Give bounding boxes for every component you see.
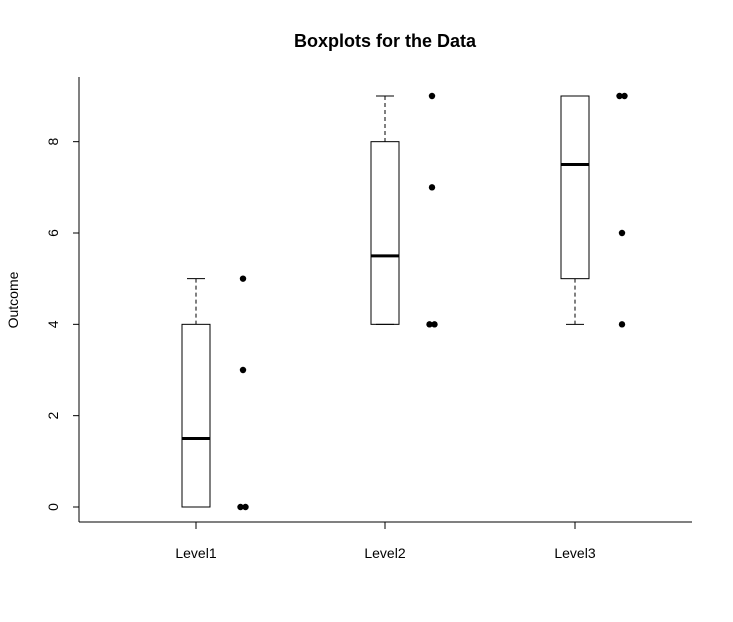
box-level1	[181, 278, 211, 508]
data-point	[428, 92, 436, 100]
data-point	[426, 321, 433, 328]
y-tick-label: 6	[45, 229, 61, 237]
y-axis: 0 2 4 6 8	[45, 77, 80, 522]
box-rect	[370, 141, 400, 325]
data-point	[428, 184, 436, 191]
box-level3	[560, 95, 590, 325]
data-point	[621, 92, 628, 100]
data-point	[237, 503, 244, 511]
x-tick-label: Level3	[554, 545, 595, 561]
box-rect	[181, 323, 211, 508]
x-axis: Level1 Level2 Level3	[79, 521, 692, 561]
x-tick-label: Level2	[364, 545, 405, 561]
x-tick-label: Level1	[175, 545, 216, 561]
y-tick-label: 2	[45, 412, 61, 420]
chart-title: Boxplots for the Data	[294, 31, 477, 51]
data-point	[239, 366, 247, 374]
points-group	[237, 92, 628, 511]
data-point	[618, 321, 626, 328]
data-point	[431, 321, 438, 328]
y-tick-label: 8	[45, 138, 61, 146]
box-rect	[560, 95, 590, 280]
y-axis-label: Outcome	[5, 271, 21, 328]
data-point	[239, 275, 247, 282]
data-point	[616, 92, 623, 100]
data-point	[618, 229, 626, 237]
boxes-group	[181, 95, 590, 508]
data-point	[242, 503, 249, 511]
y-tick-label: 4	[45, 320, 61, 328]
box-level2	[370, 95, 400, 325]
y-tick-label: 0	[45, 503, 61, 511]
